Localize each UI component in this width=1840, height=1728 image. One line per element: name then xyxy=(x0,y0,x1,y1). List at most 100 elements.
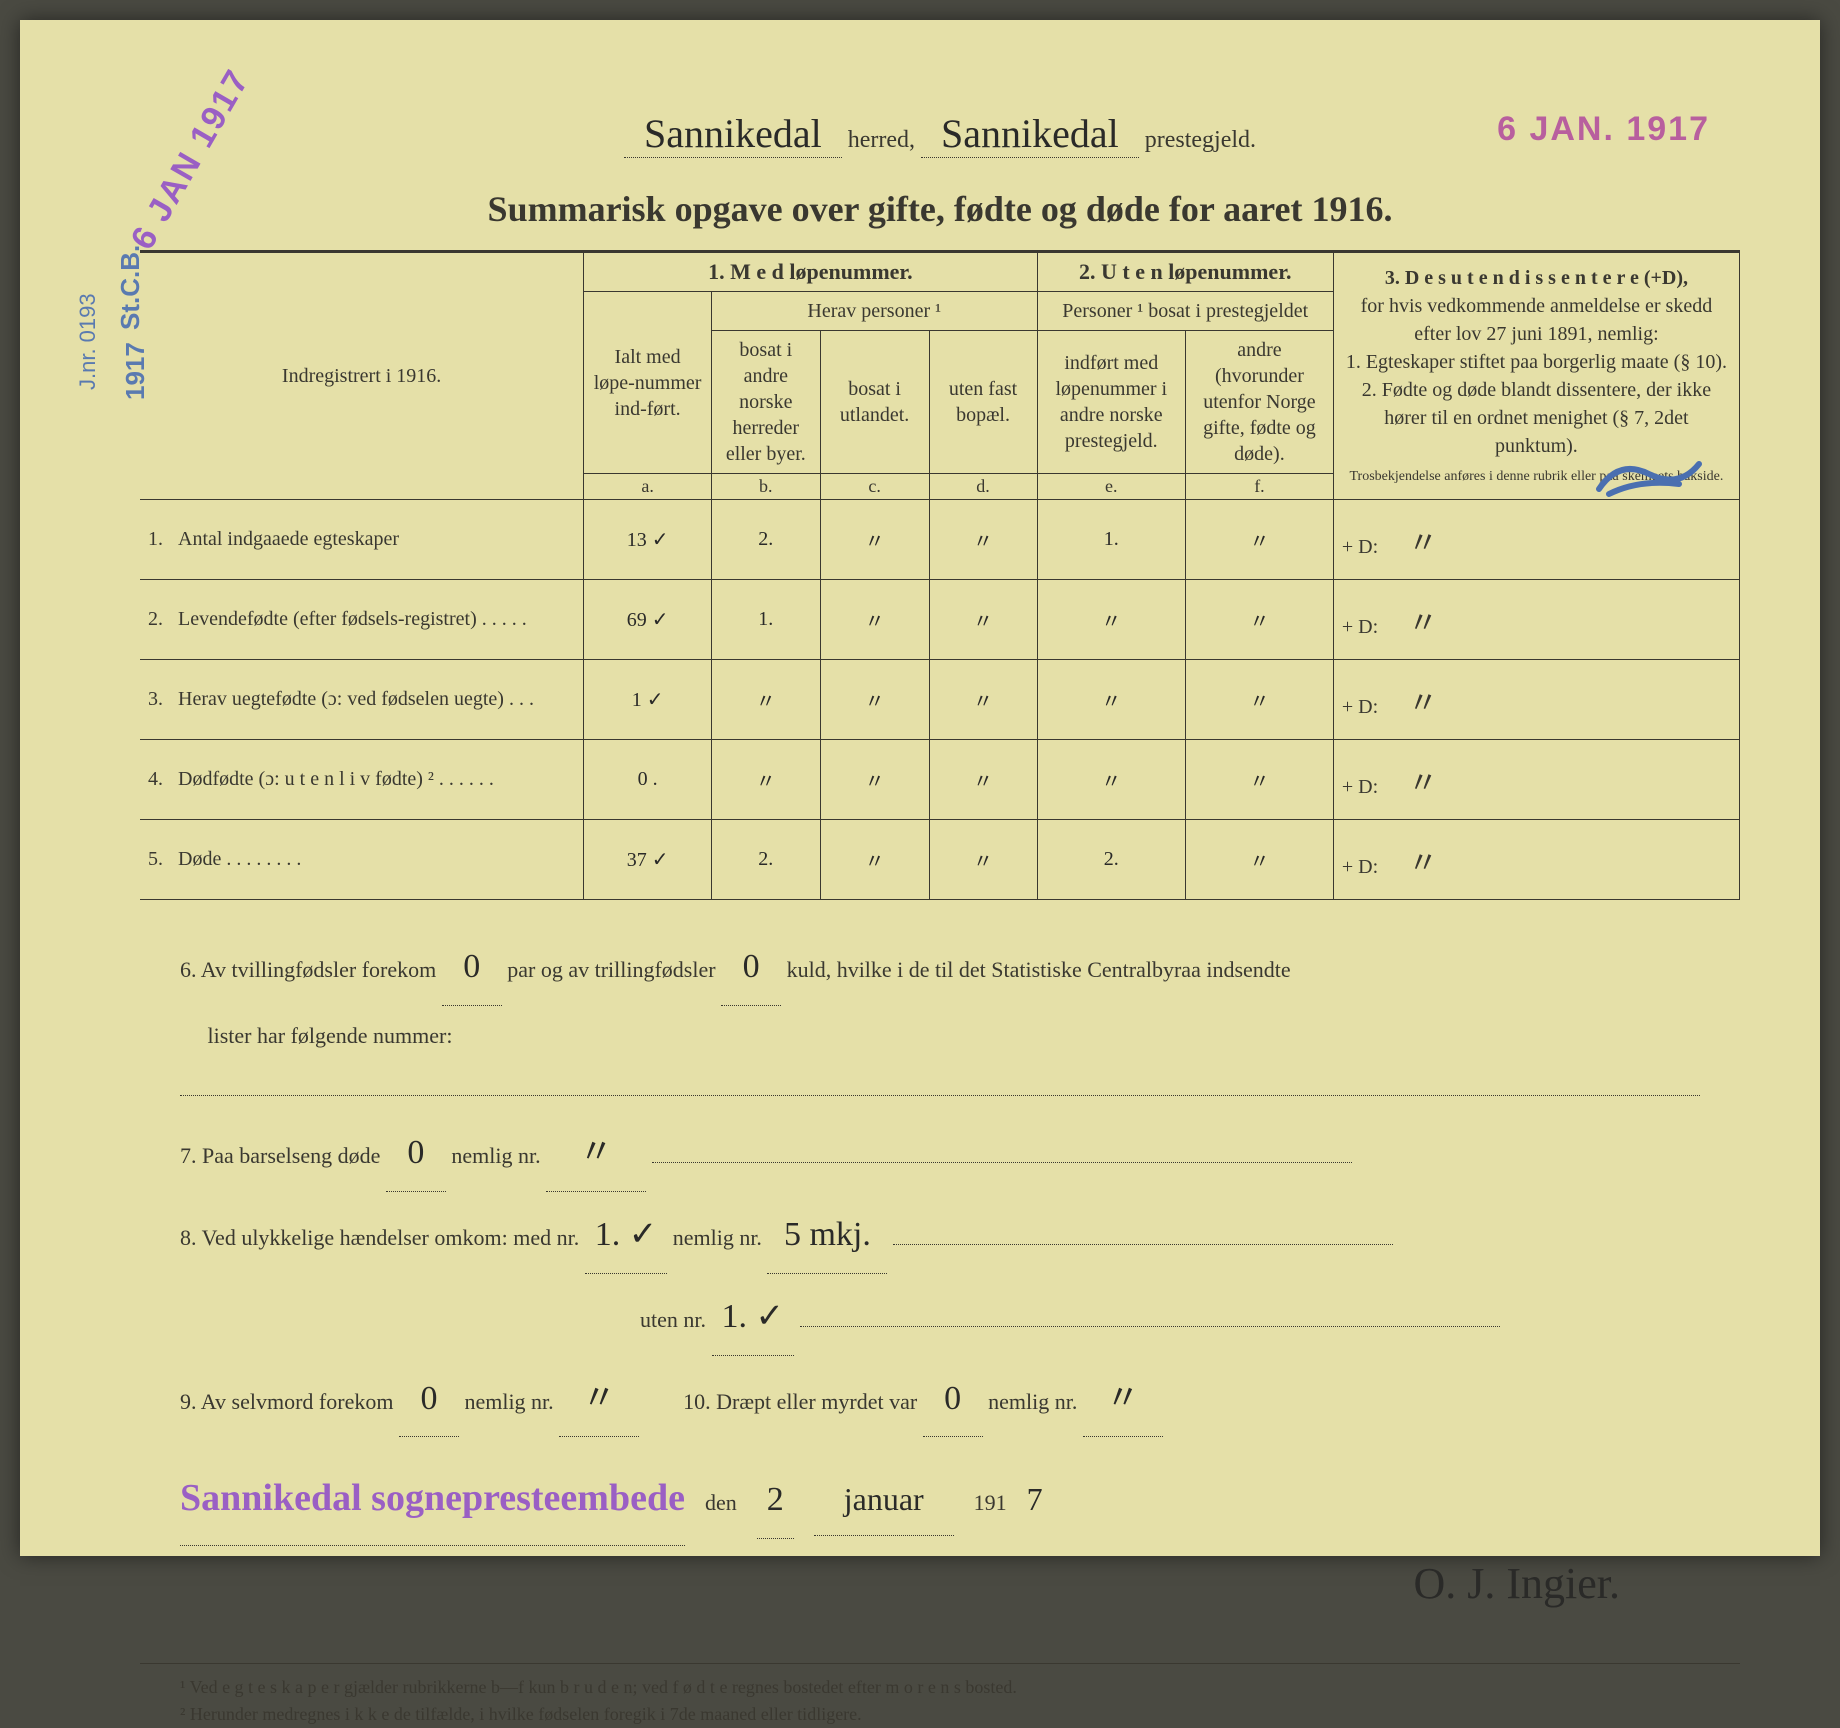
cell-d: 〃 xyxy=(929,660,1037,740)
cell-e: 〃 xyxy=(1037,660,1185,740)
q6-val1: 0 xyxy=(442,930,502,1006)
table-row: 4.Dødfødte (ɔ: u t e n l i v fødte) ² . … xyxy=(140,740,1740,820)
date-year-suffix: 7 xyxy=(1027,1464,1043,1534)
cell-a: 37 ✓ xyxy=(584,820,712,900)
jnr-stamp: J.nr. 0193 xyxy=(75,293,101,390)
cell-d: 〃 xyxy=(929,500,1037,580)
document-title: Summarisk opgave over gifte, fødte og dø… xyxy=(140,188,1740,230)
q6-line2: lister har følgende nummer: xyxy=(180,1012,1700,1060)
cell-c: 〃 xyxy=(820,580,929,660)
q10-fill: 〃 xyxy=(1083,1362,1163,1438)
section3-cell: 3. D e s u t e n d i s s e n t e r e (+D… xyxy=(1333,252,1739,500)
row-label: Herav uegtefødte (ɔ: ved fødselen uegte)… xyxy=(178,688,534,710)
cell-e: 2. xyxy=(1037,820,1185,900)
col-b-label: bosat i andre norske herreder eller byer… xyxy=(711,331,820,474)
office-stamp: Sannikedal sognepresteembede xyxy=(180,1457,685,1546)
cell-f: 〃 xyxy=(1186,500,1334,580)
blue-pencil-mark xyxy=(1589,449,1709,509)
row-num: 2. xyxy=(148,608,178,631)
cell-f: 〃 xyxy=(1186,580,1334,660)
row-label: Døde . . . . . . . . xyxy=(178,848,301,870)
cell-f: 〃 xyxy=(1186,820,1334,900)
footnote-2: ² Herunder medregnes i k k e de tilfælde… xyxy=(180,1701,1740,1728)
cell-d: 〃 xyxy=(929,740,1037,820)
cell-a: 13 ✓ xyxy=(584,500,712,580)
q9-q10: 9. Av selvmord forekom 0 nemlig nr. 〃 10… xyxy=(180,1362,1700,1438)
section3-title: 3. D e s u t e n d i s s e n t e r e (+D… xyxy=(1385,267,1688,289)
cell-plusd: + D:〃 xyxy=(1333,660,1739,740)
row-num: 1. xyxy=(148,528,178,551)
cell-c: 〃 xyxy=(820,820,929,900)
signature-row: Sannikedal sognepresteembede den 2 janua… xyxy=(180,1457,1700,1546)
stcb-stamp: St.C.B. xyxy=(115,245,146,330)
section1-title: 1. M e d løpenummer. xyxy=(584,252,1037,292)
main-table: Indregistrert i 1916. 1. M e d løpenumme… xyxy=(140,250,1740,900)
section2-title: 2. U t e n løpenummer. xyxy=(1037,252,1333,292)
col-e-label: indført med løpenummer i andre norske pr… xyxy=(1037,331,1185,474)
q9-val: 0 xyxy=(399,1362,459,1438)
row-num: 3. xyxy=(148,688,178,711)
cell-b: 〃 xyxy=(711,740,820,820)
col-d-label: uten fast bopæl. xyxy=(929,331,1037,474)
row-label: Dødfødte (ɔ: u t e n l i v fødte) ² . . … xyxy=(178,768,494,790)
table-row: 5.Døde . . . . . . . . 37 ✓ 2. 〃 〃 2. 〃 … xyxy=(140,820,1740,900)
cell-c: 〃 xyxy=(820,740,929,820)
cell-b: 〃 xyxy=(711,660,820,740)
q8-val2: 5 mkj. xyxy=(767,1198,887,1274)
q8: 8. Ved ulykkelige hændelser omkom: med n… xyxy=(180,1198,1700,1274)
letter-f: f. xyxy=(1186,474,1334,500)
q8-val1: 1. ✓ xyxy=(585,1198,668,1274)
letter-d: d. xyxy=(929,474,1037,500)
personer-label: Personer ¹ bosat i prestegjeldet xyxy=(1037,292,1333,331)
q6-val2: 0 xyxy=(721,930,781,1006)
date-day: 2 xyxy=(757,1463,794,1539)
cell-a: 1 ✓ xyxy=(584,660,712,740)
cell-plusd: + D:〃 xyxy=(1333,580,1739,660)
cell-c: 〃 xyxy=(820,660,929,740)
row-num: 4. xyxy=(148,768,178,791)
row-num: 5. xyxy=(148,848,178,871)
document-page: 6 JAN 1917 6 JAN. 1917 J.nr. 0193 St.C.B… xyxy=(20,20,1820,1556)
signature: O. J. Ingier. xyxy=(180,1536,1620,1633)
prestegjeld-label: prestegjeld. xyxy=(1145,127,1256,153)
footnote-1: ¹ Ved e g t e s k a p e r gjælder rubrik… xyxy=(180,1674,1740,1701)
desuten-line3: 2. Fødte og døde blandt dissentere, der … xyxy=(1362,379,1711,457)
q7-fill: 〃 xyxy=(546,1116,646,1192)
q8-val3: 1. ✓ xyxy=(712,1280,795,1356)
q9-fill: 〃 xyxy=(559,1362,639,1438)
row-label: Levendefødte (efter fødsels-registret) .… xyxy=(178,608,527,630)
q7: 7. Paa barselseng døde 0 nemlig nr. 〃 xyxy=(180,1116,1700,1192)
cell-b: 2. xyxy=(711,820,820,900)
cell-c: 〃 xyxy=(820,500,929,580)
cell-plusd: + D:〃 xyxy=(1333,500,1739,580)
table-row: 2.Levendefødte (efter fødsels-registret)… xyxy=(140,580,1740,660)
letter-c: c. xyxy=(820,474,929,500)
col-a-label: Ialt med løpe-nummer ind-ført. xyxy=(584,292,712,474)
q7-val: 0 xyxy=(386,1116,446,1192)
desuten-line2: 1. Egteskaper stiftet paa borgerlig maat… xyxy=(1346,351,1727,373)
table-row: 3.Herav uegtefødte (ɔ: ved fødselen uegt… xyxy=(140,660,1740,740)
desuten-line1: for hvis vedkommende anmeldelse er skedd… xyxy=(1361,295,1713,345)
letter-e: e. xyxy=(1037,474,1185,500)
q6: 6. Av tvillingfødsler forekom 0 par og a… xyxy=(180,930,1700,1006)
cell-e: 1. xyxy=(1037,500,1185,580)
cell-a: 0 . xyxy=(584,740,712,820)
year-stamp: 1917 xyxy=(120,342,151,400)
row-label: Antal indgaaede egteskaper xyxy=(178,528,399,550)
cell-plusd: + D:〃 xyxy=(1333,820,1739,900)
q10-val: 0 xyxy=(923,1362,983,1438)
date-month: januar xyxy=(814,1464,954,1535)
prestegjeld-value: Sannikedal xyxy=(921,110,1139,158)
cell-f: 〃 xyxy=(1186,660,1334,740)
cell-d: 〃 xyxy=(929,580,1037,660)
col-c-label: bosat i utlandet. xyxy=(820,331,929,474)
registered-label: Indregistrert i 1916. xyxy=(140,252,584,500)
table-row: 1.Antal indgaaede egteskaper 13 ✓ 2. 〃 〃… xyxy=(140,500,1740,580)
cell-f: 〃 xyxy=(1186,740,1334,820)
cell-e: 〃 xyxy=(1037,740,1185,820)
footnotes: ¹ Ved e g t e s k a p e r gjælder rubrik… xyxy=(140,1663,1740,1728)
cell-b: 2. xyxy=(711,500,820,580)
herred-value: Sannikedal xyxy=(624,110,842,158)
cell-a: 69 ✓ xyxy=(584,580,712,660)
cell-d: 〃 xyxy=(929,820,1037,900)
